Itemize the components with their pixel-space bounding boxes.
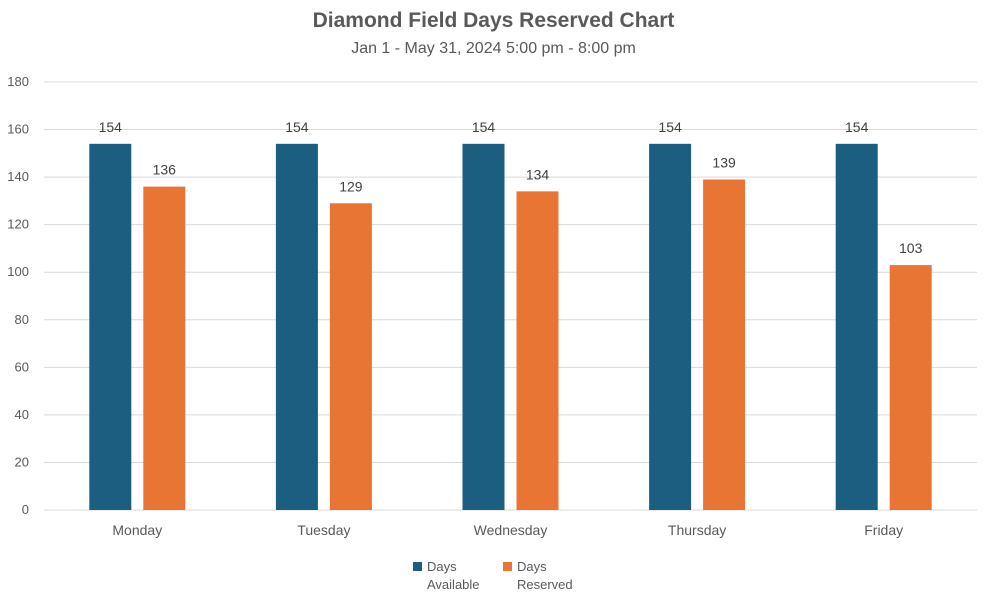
y-tick-label: 140 bbox=[7, 169, 29, 184]
x-tick-label: Thursday bbox=[668, 522, 726, 538]
bar bbox=[89, 143, 132, 511]
x-tick-label: Monday bbox=[112, 522, 162, 538]
data-label: 154 bbox=[658, 119, 682, 135]
legend-label-days-available-line2: Available bbox=[427, 577, 480, 592]
legend-item-days-reserved: Days Reserved bbox=[503, 558, 573, 594]
bar bbox=[703, 179, 746, 510]
y-tick-label: 100 bbox=[7, 264, 29, 279]
data-label: 136 bbox=[153, 162, 177, 178]
y-tick-label: 60 bbox=[15, 359, 29, 374]
data-label: 154 bbox=[99, 119, 123, 135]
y-tick-label: 160 bbox=[7, 122, 29, 137]
bar bbox=[889, 265, 932, 510]
data-label: 103 bbox=[899, 240, 923, 256]
bar bbox=[649, 143, 692, 511]
y-tick-label: 40 bbox=[15, 407, 29, 422]
x-tick-label: Friday bbox=[864, 522, 903, 538]
x-tick-label: Tuesday bbox=[297, 522, 350, 538]
bar bbox=[275, 143, 318, 511]
bar bbox=[835, 143, 878, 511]
legend-label-days-reserved-line2: Reserved bbox=[517, 577, 573, 592]
chart-title: Diamond Field Days Reserved Chart bbox=[312, 9, 675, 32]
bar bbox=[516, 191, 559, 510]
data-label: 154 bbox=[285, 119, 309, 135]
data-label: 154 bbox=[472, 119, 496, 135]
bar bbox=[329, 203, 372, 510]
data-label: 154 bbox=[845, 119, 869, 135]
y-tick-label: 80 bbox=[15, 312, 29, 327]
bar bbox=[462, 143, 505, 511]
legend-swatch-days-reserved bbox=[503, 562, 512, 571]
data-label: 129 bbox=[339, 178, 363, 194]
x-tick-label: Wednesday bbox=[474, 522, 548, 538]
data-label: 134 bbox=[526, 166, 550, 182]
data-label: 139 bbox=[712, 154, 736, 170]
bar bbox=[143, 186, 186, 510]
legend-label-days-available-line1: Days bbox=[427, 559, 457, 574]
legend-swatch-days-available bbox=[413, 562, 422, 571]
y-tick-label: 180 bbox=[7, 74, 29, 89]
y-tick-label: 20 bbox=[15, 454, 29, 469]
legend-item-days-available: Days Available bbox=[413, 558, 480, 594]
y-tick-label: 120 bbox=[7, 217, 29, 232]
legend-label-days-reserved-line1: Days bbox=[517, 559, 547, 574]
chart-subtitle: Jan 1 - May 31, 2024 5:00 pm - 8:00 pm bbox=[351, 40, 636, 57]
y-tick-label: 0 bbox=[22, 502, 29, 517]
